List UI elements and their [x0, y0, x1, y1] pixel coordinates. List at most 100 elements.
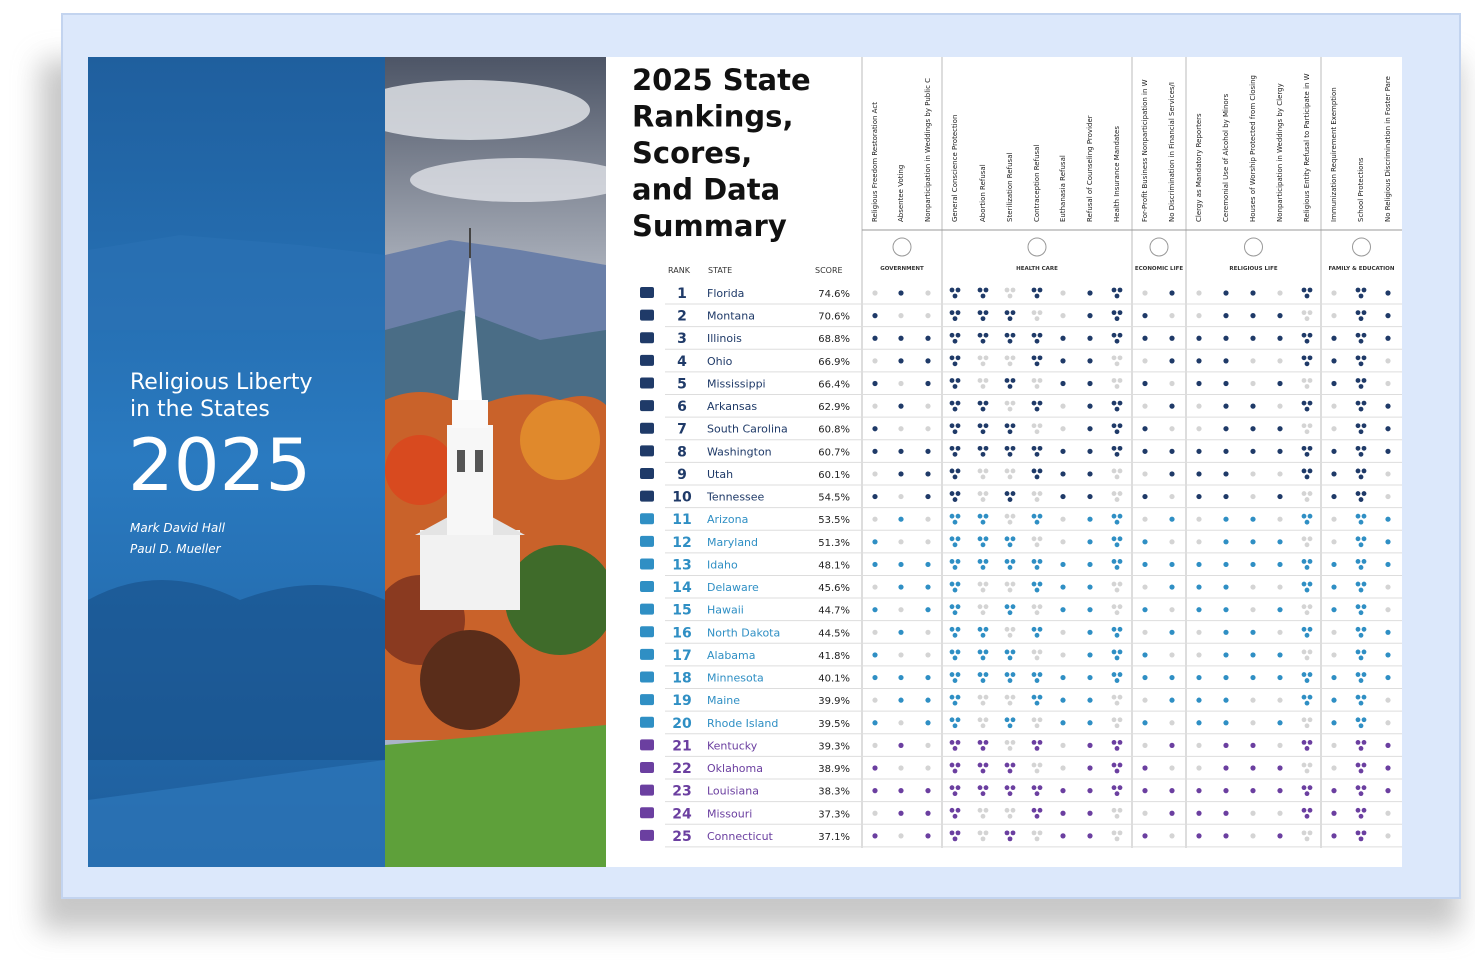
- dot: [1142, 810, 1148, 816]
- dot: [1385, 720, 1391, 726]
- dot: [955, 740, 961, 745]
- dot: [1223, 471, 1229, 477]
- dot: [1037, 604, 1043, 610]
- state: Montana: [707, 310, 755, 323]
- dot: [1060, 290, 1066, 296]
- dot: [1087, 335, 1093, 341]
- dot: [1385, 629, 1391, 635]
- dot: [1196, 380, 1202, 387]
- dot: [949, 649, 955, 655]
- state-icon: [640, 400, 654, 412]
- dot: [1223, 697, 1229, 703]
- dot: [1087, 629, 1093, 635]
- group-label: ECONOMIC LIFE: [1135, 266, 1184, 272]
- dot: [949, 626, 955, 632]
- dot: [1111, 694, 1117, 700]
- score: 39.9%: [818, 696, 850, 707]
- dot: [1060, 765, 1066, 771]
- dot: [1007, 768, 1013, 774]
- dot: [1169, 584, 1175, 590]
- dot: [1004, 378, 1010, 383]
- score: 70.6%: [818, 312, 850, 323]
- dot: [1004, 830, 1010, 836]
- dot: [952, 497, 958, 502]
- dot: [1031, 604, 1037, 610]
- dot: [1277, 313, 1283, 319]
- dot: [1007, 565, 1013, 570]
- dot: [1358, 338, 1364, 344]
- dot: [1304, 451, 1310, 457]
- dot: [1111, 332, 1117, 338]
- dot: [1250, 539, 1256, 545]
- state: Alabama: [707, 649, 756, 662]
- dot: [949, 491, 955, 496]
- dot: [952, 451, 958, 457]
- state: Connecticut: [707, 830, 774, 843]
- dot: [1117, 807, 1123, 813]
- dot: [1307, 807, 1313, 813]
- dot: [1301, 355, 1307, 361]
- state-icon: [640, 422, 654, 434]
- column-header: Ceremonial Use of Alcohol by Minors: [1222, 93, 1230, 222]
- dot: [1087, 584, 1093, 590]
- dot: [1361, 468, 1367, 474]
- dot: [925, 629, 931, 635]
- dot: [1361, 830, 1367, 836]
- dot: [1004, 513, 1010, 519]
- dot: [1007, 293, 1013, 299]
- dot: [1169, 833, 1175, 839]
- dot: [1304, 768, 1310, 774]
- dot: [1358, 474, 1364, 480]
- dot: [1277, 493, 1283, 500]
- dot: [1087, 697, 1093, 703]
- dot: [977, 785, 983, 791]
- dot: [1355, 332, 1361, 338]
- dot: [1142, 765, 1148, 771]
- dot: [1117, 785, 1123, 791]
- dot: [1301, 378, 1307, 383]
- dot: [1142, 313, 1148, 319]
- score: 60.8%: [818, 425, 850, 436]
- dot: [1331, 788, 1337, 794]
- dot: [1385, 833, 1391, 839]
- score: 41.8%: [818, 651, 850, 662]
- dot: [1037, 672, 1043, 677]
- dot: [1004, 604, 1010, 610]
- dot: [1223, 539, 1229, 545]
- dot: [949, 468, 955, 474]
- dot: [1331, 742, 1337, 749]
- dot: [980, 746, 986, 751]
- dot: [980, 587, 986, 593]
- dot: [872, 765, 878, 771]
- dot: [1087, 765, 1093, 771]
- dot: [1385, 810, 1391, 816]
- dot: [1385, 335, 1391, 341]
- dot: [1223, 335, 1229, 341]
- dot: [1037, 378, 1043, 383]
- dot: [1007, 587, 1013, 593]
- dot: [925, 652, 931, 658]
- dot: [1331, 539, 1337, 545]
- dot: [1037, 830, 1043, 836]
- dot: [898, 448, 904, 454]
- state-icon: [640, 716, 654, 728]
- dot: [1250, 493, 1256, 500]
- column-header: Euthanasia Refusal: [1059, 155, 1067, 222]
- dot: [977, 830, 983, 836]
- dot: [949, 355, 955, 361]
- dot: [980, 361, 986, 367]
- dot: [1004, 468, 1010, 474]
- dot: [1277, 403, 1283, 409]
- dot: [1223, 833, 1229, 839]
- dot: [1223, 561, 1229, 568]
- dot: [1037, 694, 1043, 700]
- dot: [1307, 717, 1313, 723]
- dot: [1004, 536, 1010, 542]
- dot: [1037, 649, 1043, 655]
- state: North Dakota: [707, 626, 780, 639]
- dot: [1331, 674, 1337, 681]
- dot: [1114, 700, 1120, 706]
- dot: [1034, 746, 1040, 751]
- dot: [949, 740, 955, 745]
